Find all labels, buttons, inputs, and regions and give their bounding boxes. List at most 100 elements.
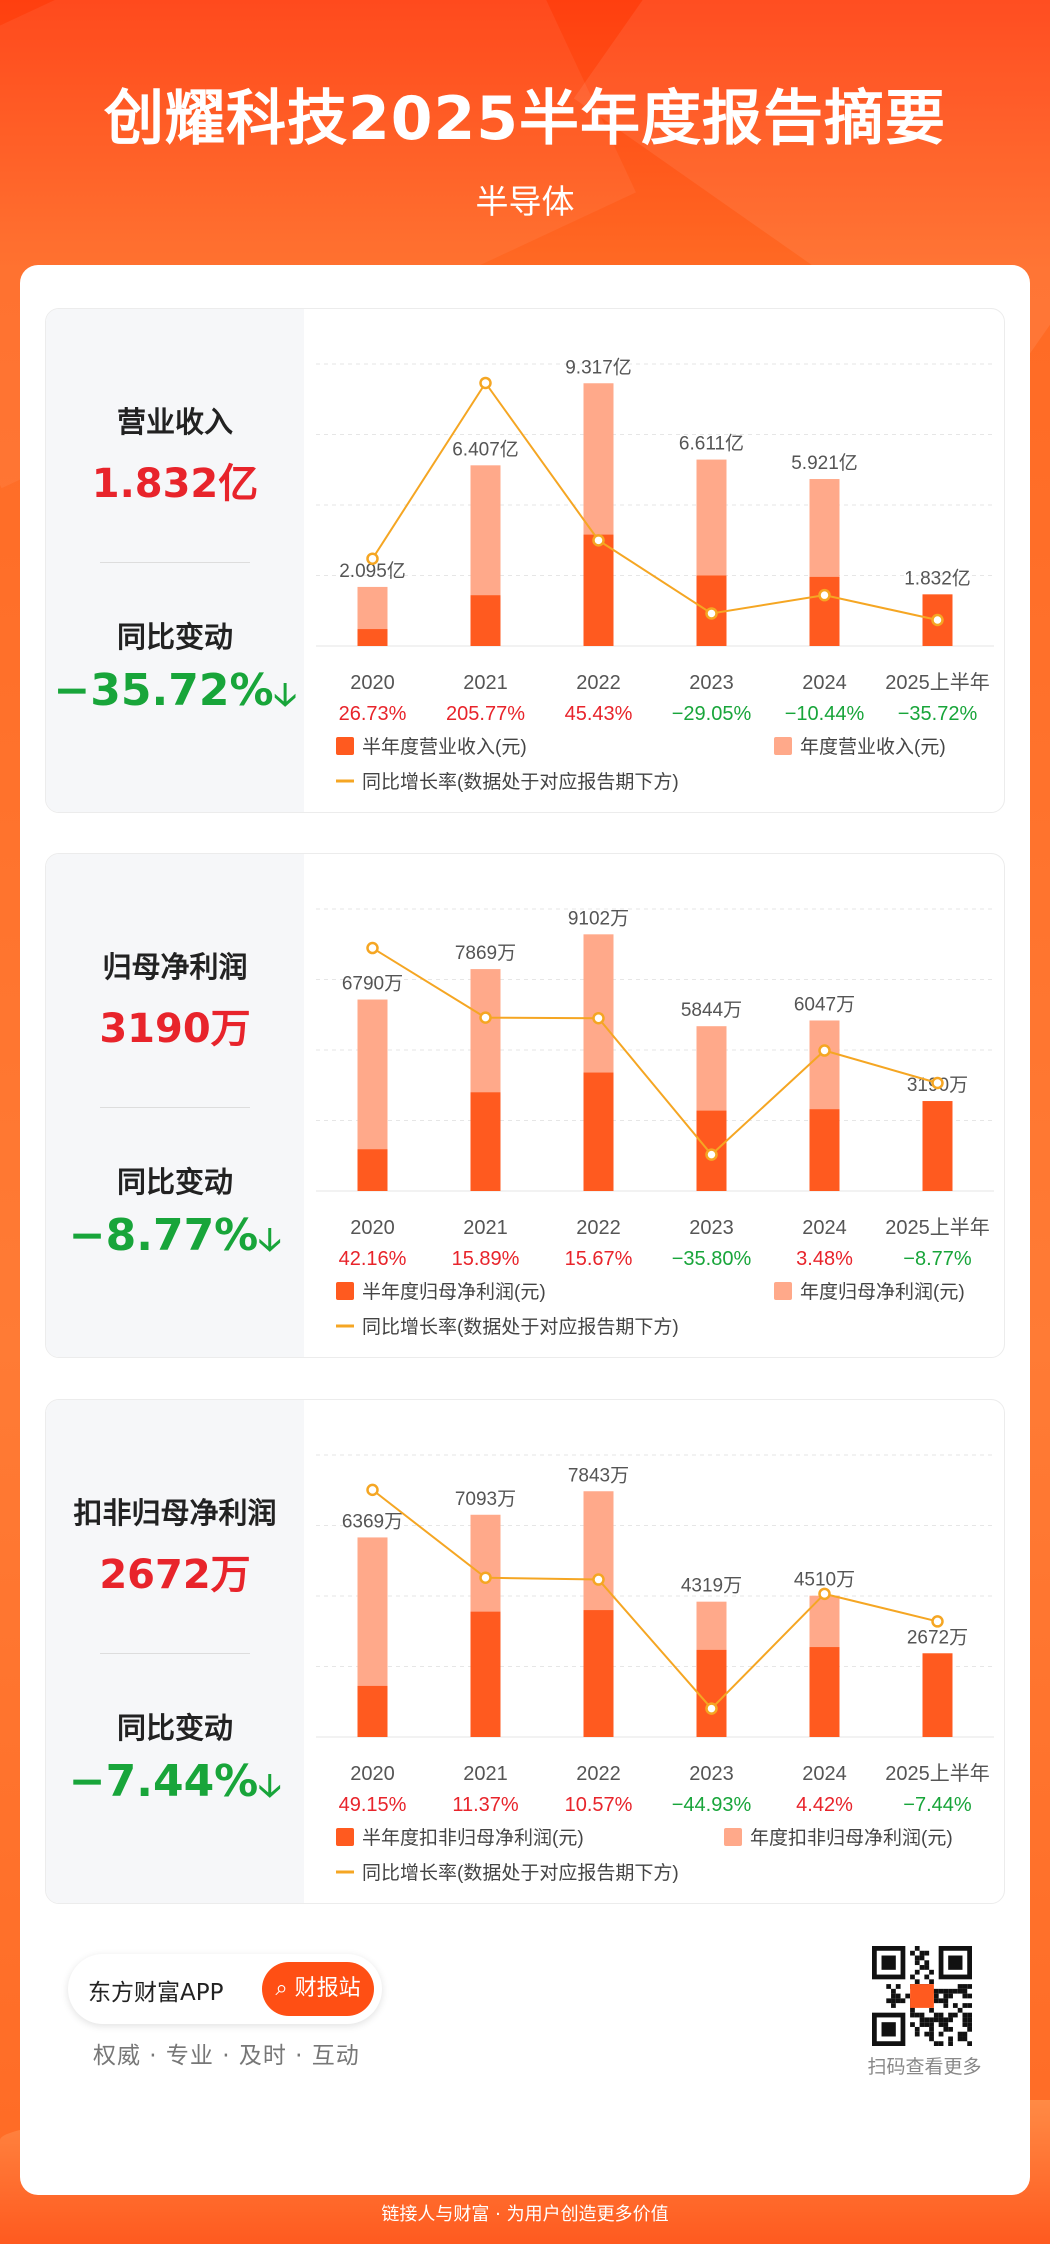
bar-value-label: 2.095亿	[339, 560, 406, 582]
growth-rate-label: 10.57%	[565, 1794, 633, 1816]
growth-rate-label: 3.48%	[796, 1248, 853, 1270]
bar-value-label: 6047万	[794, 994, 855, 1015]
growth-rate-label: 11.37%	[452, 1794, 519, 1816]
half-year-bar	[470, 1611, 501, 1737]
half-year-bar	[357, 629, 388, 646]
page-subtitle: 半导体	[475, 182, 575, 221]
metric-value: 1.832亿	[91, 461, 259, 507]
legend-annual-label: 年度归母净利润(元)	[800, 1281, 965, 1303]
growth-point	[818, 1044, 831, 1057]
growth-point	[592, 1011, 605, 1025]
half-year-bar	[583, 1072, 614, 1191]
metric-value: 2672万	[99, 1552, 251, 1598]
growth-rate-label: 15.89%	[452, 1248, 520, 1270]
legend-swatch-annual	[774, 737, 792, 755]
bar-value-label: 7869万	[455, 943, 516, 964]
bar-value-label: 6790万	[342, 974, 403, 995]
change-value: −35.72%🡣	[46, 665, 304, 726]
growth-rate-label: 42.16%	[339, 1248, 407, 1270]
app-name: 东方财富APP	[88, 1980, 224, 2006]
growth-point	[366, 552, 379, 565]
arrow-down-icon: 🡣	[273, 675, 297, 713]
half-year-bar	[357, 1149, 388, 1191]
x-tick-label: 2024	[802, 672, 847, 694]
bar-value-label: 6.611亿	[679, 433, 744, 455]
growth-rate-label: −10.44%	[785, 703, 865, 725]
half-year-bar	[583, 1610, 614, 1737]
x-tick-label: 2023	[689, 1763, 734, 1785]
growth-point	[931, 613, 944, 627]
growth-rate-label: −8.77%	[903, 1248, 972, 1270]
divider	[100, 1107, 250, 1108]
bar-value-label: 7843万	[568, 1465, 629, 1486]
legend-half-label: 半年度归母净利润(元)	[362, 1281, 546, 1303]
growth-point	[479, 1011, 492, 1024]
growth-rate-label: −29.05%	[672, 703, 752, 725]
growth-line	[371, 1489, 938, 1711]
x-tick-label: 2021	[463, 672, 508, 694]
growth-rate-label: 49.15%	[339, 1794, 407, 1816]
metric-label: 归母净利润	[102, 950, 248, 984]
half-year-bar	[470, 1092, 501, 1191]
growth-rate-label: 205.77%	[446, 703, 525, 725]
growth-point	[818, 1587, 831, 1601]
half-year-bar	[583, 534, 614, 646]
legend-line-label: 同比增长率(数据处于对应报告期下方)	[362, 771, 679, 793]
legend-swatch-half	[336, 1282, 354, 1300]
x-tick-label: 2020	[350, 1763, 395, 1785]
legend-half-label: 半年度营业收入(元)	[362, 736, 527, 758]
x-tick-label: 2025上半年	[885, 1762, 990, 1785]
half-year-bar	[809, 576, 840, 646]
search-icon: ⌕	[275, 1976, 288, 2001]
qr-code-icon[interactable]	[872, 1946, 972, 2046]
growth-point	[705, 607, 718, 620]
growth-point	[818, 588, 831, 602]
x-tick-label: 2020	[350, 672, 395, 694]
legend-swatch-annual	[774, 1282, 792, 1300]
growth-rate-label: −7.44%	[903, 1794, 972, 1816]
x-tick-label: 2022	[576, 672, 621, 694]
change-label: 同比变动	[116, 1165, 233, 1199]
growth-point	[592, 1573, 605, 1586]
legend-swatch-annual	[724, 1828, 742, 1846]
metric-label: 扣非归母净利润	[73, 1496, 277, 1530]
growth-rate-label: 45.43%	[565, 703, 633, 725]
growth-point	[479, 1571, 492, 1584]
bar-value-label: 6369万	[342, 1511, 403, 1532]
bar-value-label: 5844万	[681, 1000, 742, 1021]
growth-rate-label: −35.80%	[672, 1248, 752, 1270]
growth-point	[931, 1076, 944, 1090]
bar-value-label: 4510万	[794, 1570, 855, 1591]
bar-value-label: 4319万	[681, 1576, 742, 1597]
half-year-bar	[809, 1109, 840, 1191]
half-year-bar	[357, 1685, 388, 1737]
half-year-bar	[696, 1649, 727, 1737]
growth-point	[479, 376, 492, 390]
arrow-down-icon: 🡣	[258, 1220, 282, 1258]
revenue-chart: 2.095亿 2020 26.73% 6.407亿 2021 205.77% 9.317亿 2…	[316, 356, 994, 793]
report-station-button[interactable]: ⌕ 财报站	[262, 1962, 374, 2016]
growth-line	[371, 381, 938, 621]
growth-point	[592, 534, 605, 547]
change-label: 同比变动	[116, 1711, 233, 1745]
half-year-bar	[809, 1647, 840, 1737]
x-tick-label: 2022	[576, 1217, 621, 1239]
app-search-pill[interactable]: 东方财富APP ⌕ 财报站	[68, 1954, 382, 2024]
legend-swatch-half	[336, 737, 354, 755]
deducted-profit-chart: 6369万 2020 49.15% 7093万 2021 11.37% 7843万 2022 1…	[316, 1454, 994, 1884]
card-bottom	[20, 2080, 1030, 2120]
legend-swatch-half	[336, 1828, 354, 1846]
metric-summary: 归母净利润 3190万 同比变动 −8.77%🡣	[46, 854, 304, 1357]
x-tick-label: 2022	[576, 1763, 621, 1785]
metric-summary: 营业收入 1.832亿 同比变动 −35.72%🡣	[46, 309, 304, 812]
change-value-text: −35.72%	[53, 665, 274, 716]
growth-point	[931, 1615, 944, 1628]
x-tick-label: 2020	[350, 1217, 395, 1239]
bar-value-label: 9102万	[568, 908, 629, 929]
x-tick-label: 2024	[802, 1763, 847, 1785]
report-header: 创耀科技2025半年度报告摘要 半导体	[0, 70, 1050, 223]
bar-value-label: 7093万	[455, 1489, 516, 1510]
metric-summary: 扣非归母净利润 2672万 同比变动 −7.44%🡣	[46, 1400, 304, 1903]
half-year-bar	[922, 1101, 953, 1191]
revenue-panel: 营业收入 1.832亿 同比变动 −35.72%🡣 2.095亿 2020 26.7…	[45, 308, 1005, 813]
